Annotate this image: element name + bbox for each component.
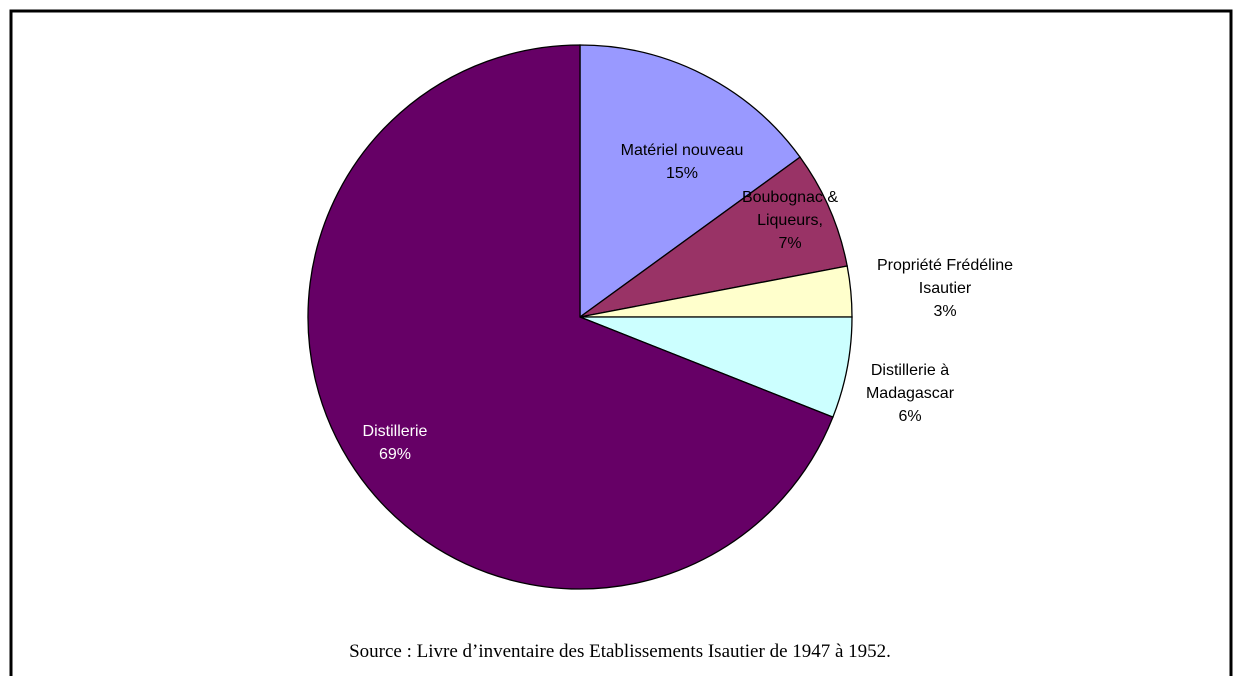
slice-value-label: 3% [933,303,956,320]
frame [9,9,1233,676]
slice-value-label: 7% [778,235,801,252]
labels: Matériel nouveau 15% Boubognac & Liqueurs, 7… [363,142,1014,463]
pie-slice [579,156,848,318]
slice-label: Matériel nouveau [621,142,744,159]
slice-label: Boubognac & Liqueurs, [742,189,838,229]
pie-slice [579,44,801,319]
slice-value-label: 15% [666,165,698,182]
slice-label: Propriété Frédéline Isautier [877,257,1013,297]
caption: Source : Livre d’inventaire des Etabliss… [349,641,891,662]
slice-value-label: 69% [379,446,411,463]
slice-value-label: 6% [898,408,921,425]
slice-label: Distillerie à Madagascar [866,362,955,402]
slice-label: Distillerie [363,423,428,440]
pie-slice [307,44,834,590]
pie [307,44,853,590]
